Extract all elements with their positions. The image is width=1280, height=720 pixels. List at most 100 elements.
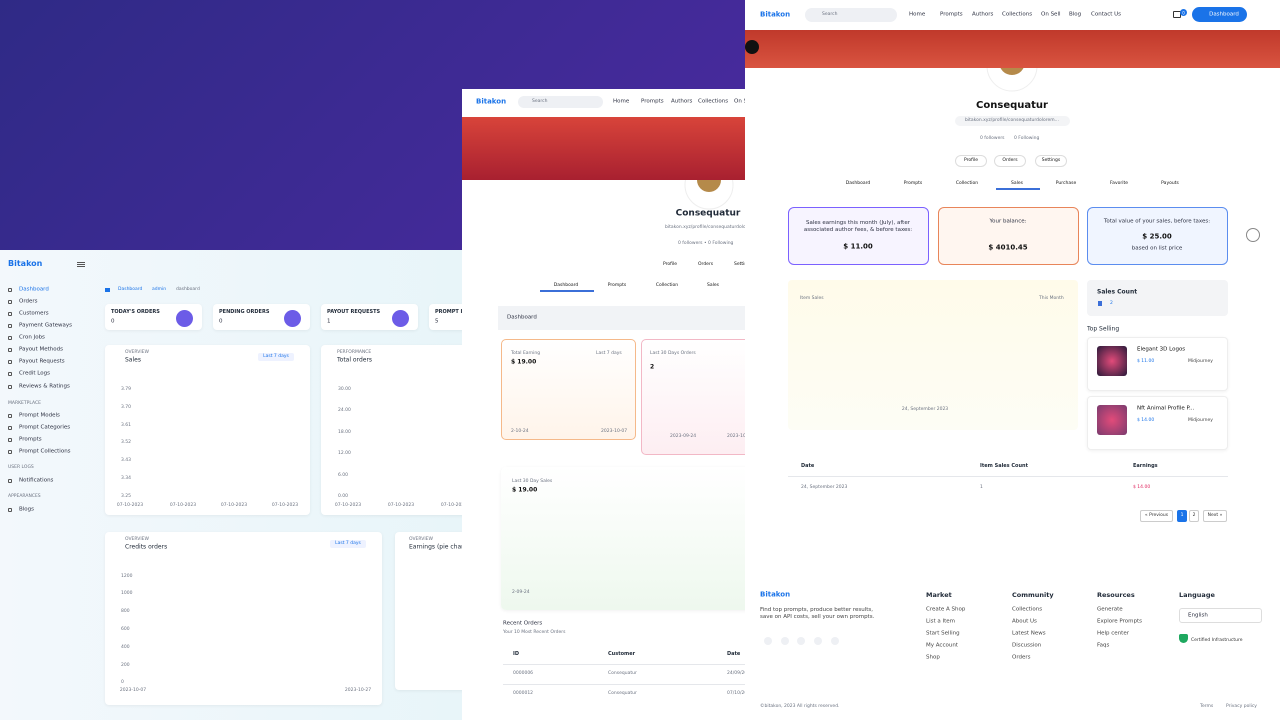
page-link[interactable]: 2 xyxy=(1192,513,1196,519)
footer-brand: Bitakon xyxy=(760,590,791,599)
profile-button-label[interactable]: Profile xyxy=(964,158,978,164)
tab[interactable]: Purchase xyxy=(1055,181,1077,187)
sidebar-link[interactable]: Blogs xyxy=(19,506,35,513)
nav-link[interactable]: Authors xyxy=(972,11,994,18)
nav-link[interactable]: Home xyxy=(909,11,926,18)
nav-link[interactable]: On Sell xyxy=(734,98,745,105)
social-icon[interactable] xyxy=(797,637,805,645)
tab[interactable]: Dashboard xyxy=(553,283,579,289)
product-name[interactable]: Nft Animal Profile P... xyxy=(1137,405,1195,412)
tab[interactable]: Prompts xyxy=(607,283,627,289)
sidebar-link[interactable]: Prompt Models xyxy=(19,412,60,419)
footer-link[interactable]: Generate xyxy=(1097,606,1123,613)
footer-link[interactable]: Discussion xyxy=(1012,642,1042,649)
sidebar-link[interactable]: Dashboard xyxy=(19,286,49,293)
nav-link[interactable]: Collections xyxy=(698,98,729,105)
footer-link[interactable]: Shop xyxy=(926,654,940,661)
filter[interactable]: Last 7 days xyxy=(596,351,622,357)
legal-link[interactable]: Privacy policy xyxy=(1226,704,1257,710)
sidebar-link[interactable]: Notifications xyxy=(19,477,54,484)
tab[interactable]: Sales xyxy=(707,283,719,289)
nav-link[interactable]: Prompts xyxy=(940,11,963,18)
nav-link[interactable]: Prompts xyxy=(641,98,664,105)
nav-link[interactable]: Home xyxy=(613,98,630,105)
product-name[interactable]: Elegant 3D Logos xyxy=(1137,346,1186,353)
profile-button[interactable]: Settings xyxy=(734,262,745,268)
profile-button-label[interactable]: Orders xyxy=(1002,158,1018,164)
tab[interactable]: Payouts xyxy=(1161,181,1179,187)
sidebar-link[interactable]: Payment Gateways xyxy=(19,322,72,329)
page-link[interactable]: « Previous xyxy=(1144,513,1169,519)
filter[interactable]: This Month xyxy=(1039,296,1064,302)
sidebar-link[interactable]: Prompts xyxy=(19,436,42,443)
nav-link[interactable]: Collections xyxy=(1002,11,1033,18)
page-button[interactable] xyxy=(1140,510,1173,522)
profile-button-label[interactable]: Settings xyxy=(1041,158,1061,164)
profile-button[interactable] xyxy=(994,155,1026,167)
nav-link[interactable]: Blog xyxy=(1069,11,1082,18)
page-button[interactable] xyxy=(1189,510,1199,522)
language-select[interactable] xyxy=(1179,608,1262,623)
chart-title: Item Sales xyxy=(800,296,824,302)
social-icon[interactable] xyxy=(831,637,839,645)
nav-link[interactable]: Contact Us xyxy=(1091,11,1122,18)
nav-link[interactable]: On Sell xyxy=(1041,11,1061,18)
tab[interactable]: Dashboard xyxy=(845,181,871,187)
product-model: Midjourney xyxy=(1188,418,1213,424)
footer-link[interactable]: Faqs xyxy=(1097,642,1110,649)
sidebar-link[interactable]: Payout Methods xyxy=(19,346,63,353)
tab[interactable]: Favorite xyxy=(1110,181,1128,187)
tab[interactable]: Collection xyxy=(955,181,979,187)
breadcrumb[interactable]: admin xyxy=(152,287,167,293)
menu-icon xyxy=(8,414,12,418)
page-link[interactable]: Next » xyxy=(1207,513,1223,519)
breadcrumb[interactable]: Dashboard xyxy=(118,287,143,293)
sidebar-link[interactable]: Orders xyxy=(19,298,38,305)
search-box[interactable] xyxy=(518,96,603,108)
search-box[interactable] xyxy=(805,8,897,22)
scroll-top-button[interactable] xyxy=(1246,228,1260,242)
legal-link[interactable]: Terms xyxy=(1200,704,1214,710)
dashboard-button[interactable] xyxy=(1192,7,1247,22)
sidebar-link[interactable]: Customers xyxy=(19,310,49,317)
filter-button[interactable] xyxy=(330,540,366,548)
sidebar-link[interactable]: Reviews & Ratings xyxy=(19,383,70,390)
sidebar-link[interactable]: Prompt Categories xyxy=(19,424,71,431)
footer-link[interactable]: Explore Prompts xyxy=(1097,618,1142,625)
sidebar-link[interactable]: Cron Jobs xyxy=(19,334,45,341)
footer-link[interactable]: Latest News xyxy=(1012,630,1046,637)
dashboard-button-label[interactable]: Dashboard xyxy=(1209,11,1239,18)
tab[interactable]: Collection xyxy=(655,283,679,289)
social-icon[interactable] xyxy=(764,637,772,645)
nav-link[interactable]: Authors xyxy=(671,98,693,105)
filter-button[interactable] xyxy=(258,353,294,361)
page-button[interactable] xyxy=(1177,510,1187,522)
footer-link[interactable]: Help center xyxy=(1097,630,1129,637)
tab[interactable]: Sales xyxy=(1011,181,1023,187)
certified-label: Certified Infrastructure xyxy=(1191,638,1243,644)
page-link[interactable]: 1 xyxy=(1180,513,1184,519)
footer-link[interactable]: Create A Shop xyxy=(926,606,966,613)
footer-link[interactable]: Collections xyxy=(1012,606,1043,613)
language-value[interactable]: English xyxy=(1188,612,1208,619)
page-button[interactable] xyxy=(1203,510,1227,522)
profile-button[interactable] xyxy=(955,155,987,167)
profile-button[interactable] xyxy=(1035,155,1067,167)
sidebar-link[interactable]: Payout Requests xyxy=(19,358,65,365)
profile-button[interactable]: Orders xyxy=(698,262,714,268)
tab[interactable]: Prompts xyxy=(903,181,923,187)
footer-link[interactable]: My Account xyxy=(926,642,958,649)
filter[interactable]: Last 7 days xyxy=(335,541,361,547)
social-icon[interactable] xyxy=(781,637,789,645)
footer-link[interactable]: About Us xyxy=(1012,618,1037,625)
menu-toggle[interactable] xyxy=(77,262,85,263)
footer-link[interactable]: Orders xyxy=(1012,654,1031,661)
chart-title: Earnings (pie chart) xyxy=(409,543,462,551)
sidebar-link[interactable]: Credit Logs xyxy=(19,370,50,377)
sidebar-link[interactable]: Prompt Collections xyxy=(19,448,71,455)
filter[interactable]: Last 7 days xyxy=(263,354,289,360)
social-icon[interactable] xyxy=(814,637,822,645)
footer-link[interactable]: List a Item xyxy=(926,618,956,625)
footer-link[interactable]: Start Selling xyxy=(926,630,960,637)
profile-button[interactable]: Profile xyxy=(663,262,677,268)
